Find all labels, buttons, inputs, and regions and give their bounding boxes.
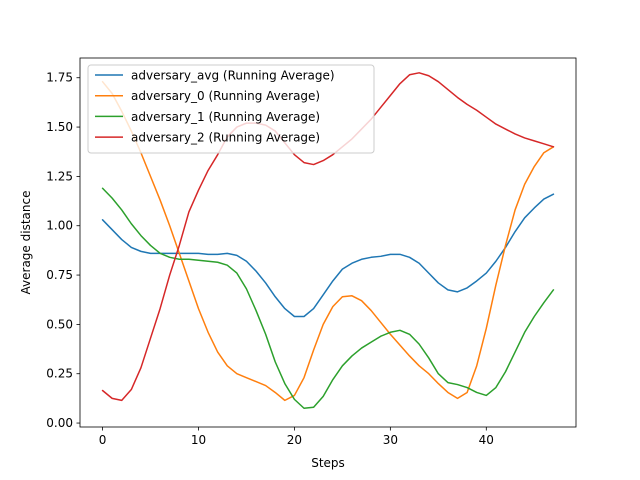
- x-tick-label: 30: [383, 433, 398, 447]
- legend: adversary_avg (Running Average) adversary…: [88, 65, 374, 153]
- x-tick-label: 0: [99, 433, 107, 447]
- y-tick-label: 0.75: [46, 268, 73, 282]
- legend-label-2: adversary_1 (Running Average): [131, 110, 320, 124]
- legend-label-3: adversary_2 (Running Average): [131, 131, 320, 145]
- x-tick-label: 40: [479, 433, 494, 447]
- y-tick-label: 1.50: [46, 120, 73, 134]
- y-tick-label: 0.25: [46, 367, 73, 381]
- x-axis-label: Steps: [311, 456, 345, 470]
- legend-label-0: adversary_avg (Running Average): [131, 69, 335, 83]
- y-tick-label: 0.50: [46, 317, 73, 331]
- y-tick-label: 1.75: [46, 71, 73, 85]
- y-tick-label: 0.00: [46, 416, 73, 430]
- y-axis-label: Average distance: [19, 191, 33, 295]
- legend-label-1: adversary_0 (Running Average): [131, 89, 320, 103]
- x-tick-label: 20: [287, 433, 302, 447]
- y-tick-label: 1.25: [46, 169, 73, 183]
- x-tick-label: 10: [191, 433, 206, 447]
- y-tick-label: 1.00: [46, 219, 73, 233]
